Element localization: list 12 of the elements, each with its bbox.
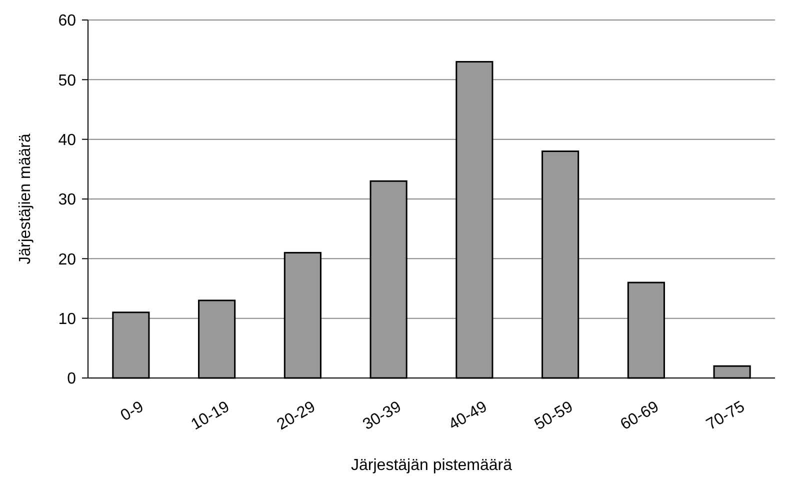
y-tick-label: 30 xyxy=(58,192,76,209)
y-axis-title: Järjestäjien määrä xyxy=(17,134,34,264)
y-tick-label: 50 xyxy=(58,72,76,90)
y-tick-label: 40 xyxy=(58,132,76,149)
y-tick-label: 0 xyxy=(67,370,76,388)
y-tick-label: 60 xyxy=(58,12,76,30)
x-tick-label: 0-9 xyxy=(118,398,147,425)
x-tick-label: 60-69 xyxy=(618,398,662,434)
y-tick-label: 10 xyxy=(58,310,76,328)
x-axis-title: Järjestäjän pistemäärä xyxy=(351,457,512,474)
x-tick-label: 40-49 xyxy=(446,398,490,434)
y-tick-label: 20 xyxy=(58,251,76,268)
